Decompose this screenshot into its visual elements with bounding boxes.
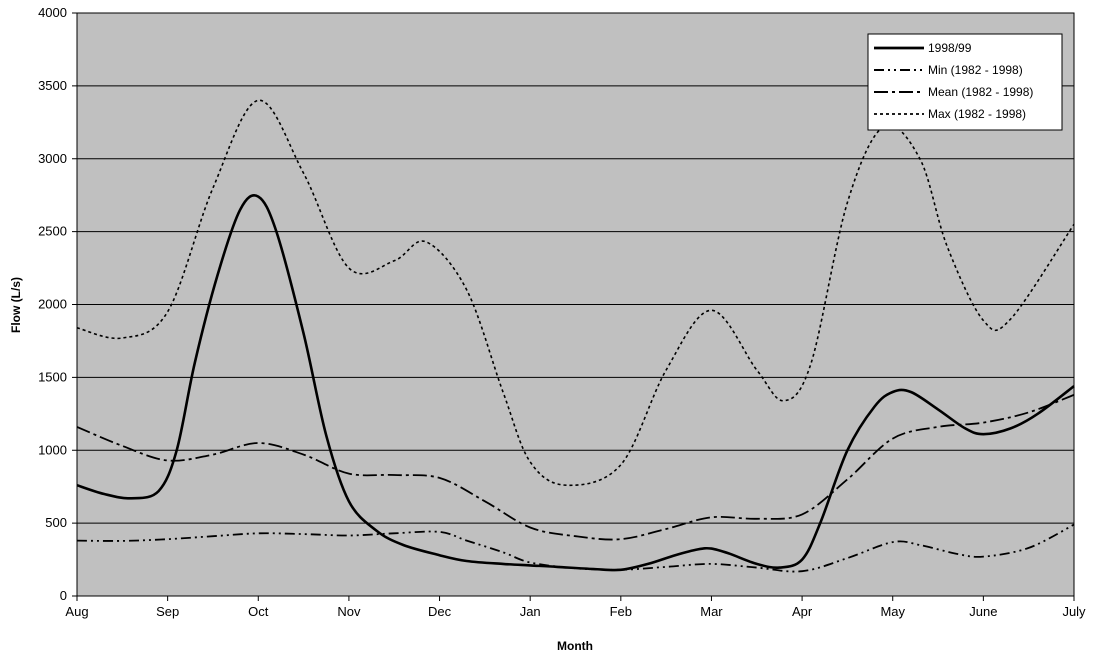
x-tick-label: Feb [610, 604, 632, 619]
y-tick-label: 4000 [38, 5, 67, 20]
x-tick-label: July [1062, 604, 1086, 619]
x-tick-label: Sep [156, 604, 179, 619]
legend-label: Mean (1982 - 1998) [928, 85, 1033, 99]
legend: 1998/99 Min (1982 - 1998) Mean (1982 - 199… [867, 33, 1063, 131]
axes [72, 12, 1075, 601]
series-line-2 [76, 394, 1075, 541]
y-tick-label: 1500 [38, 369, 67, 384]
y-tick-labels: 0 500 1000 1500 2000 2500 3000 3500 4000 [38, 5, 67, 603]
y-tick-label: 3000 [38, 151, 67, 166]
y-tick-label: 1000 [38, 442, 67, 457]
y-axis-title: Flow (L/s) [9, 277, 23, 333]
y-tick-label: 0 [60, 588, 67, 603]
legend-label: Min (1982 - 1998) [928, 63, 1023, 77]
legend-label: Max (1982 - 1998) [928, 107, 1026, 121]
y-tick-label: 500 [45, 515, 67, 530]
series-lines [76, 99, 1075, 573]
legend-box [867, 33, 1063, 131]
series-line-3 [76, 99, 1075, 487]
y-tick-label: 3500 [38, 78, 67, 93]
x-tick-labels: Aug Sep Oct Nov Dec Jan Feb Mar Apr May June July [65, 604, 1086, 619]
x-tick-label: June [969, 604, 997, 619]
series-line-0 [76, 193, 1075, 572]
y-tick-label: 2000 [38, 297, 67, 312]
x-tick-label: Oct [248, 604, 269, 619]
x-tick-label: Nov [337, 604, 361, 619]
legend-label: 1998/99 [928, 41, 972, 55]
x-tick-label: Jan [520, 604, 541, 619]
x-tick-label: Dec [428, 604, 452, 619]
x-tick-label: Apr [792, 604, 813, 619]
x-tick-label: Aug [65, 604, 88, 619]
x-tick-label: Mar [700, 604, 723, 619]
x-axis-title: Month [557, 639, 593, 653]
y-tick-label: 2500 [38, 224, 67, 239]
x-tick-label: May [880, 604, 905, 619]
